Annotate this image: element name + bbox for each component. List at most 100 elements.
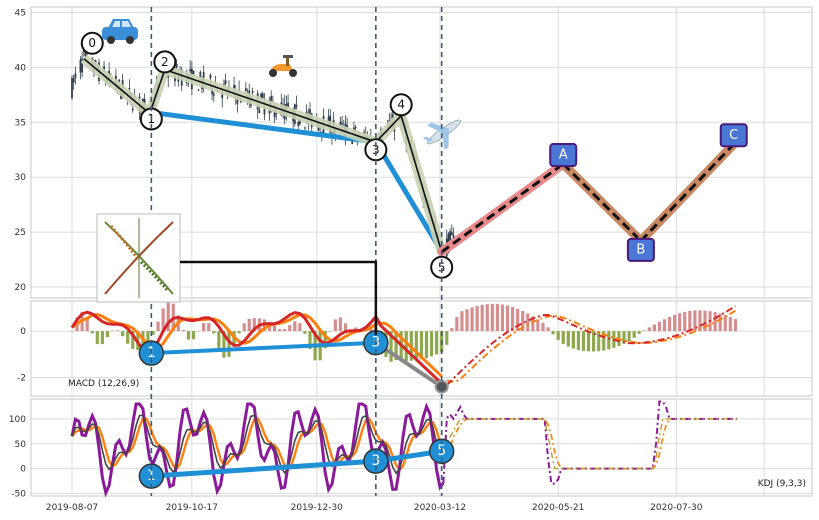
- macd-histogram-bar: [536, 319, 540, 332]
- candle-body: [236, 97, 239, 104]
- projection-dash: [562, 162, 642, 242]
- projection-box-A: [549, 143, 578, 168]
- macd-histogram-bar: [156, 321, 160, 332]
- candle-body: [298, 119, 301, 124]
- macd-histogram-bar: [475, 306, 479, 332]
- macd-histogram-bar: [652, 324, 656, 332]
- macd-histogram-bar: [521, 310, 525, 332]
- macd-histogram-bar: [131, 331, 135, 349]
- candle-body: [270, 96, 273, 106]
- macd-histogram-bar: [571, 331, 575, 349]
- macd-histogram-bar: [308, 331, 312, 350]
- wave-marker-2: [153, 50, 177, 74]
- projection-box-C: [719, 123, 748, 148]
- y-tick-label: 20: [15, 283, 27, 293]
- macd-histogram-bar: [328, 331, 332, 332]
- candle-body: [258, 110, 261, 114]
- candle-body: [72, 78, 75, 83]
- macd-histogram-bar: [480, 304, 484, 332]
- macd-histogram-bar: [637, 331, 641, 334]
- macd-histogram-bar: [161, 308, 165, 332]
- candle-body: [341, 123, 343, 125]
- y-tick-label: 50: [15, 440, 27, 450]
- macd-histogram-bar: [419, 331, 424, 360]
- macd-histogram-bar: [323, 331, 327, 349]
- macd-histogram-bar: [338, 317, 343, 332]
- macd-histogram-bar: [683, 311, 687, 332]
- macd-histogram-bar: [622, 331, 626, 344]
- macd-histogram-bar: [607, 331, 611, 350]
- macd-histogram-bar: [505, 305, 510, 332]
- macd-histogram-bar: [222, 331, 226, 358]
- panel-frame: [30, 398, 813, 497]
- wave-marker-4: [389, 93, 413, 117]
- kdj-j-projection: [442, 400, 738, 485]
- macd-histogram-bar: [242, 323, 246, 332]
- macd-histogram-bar: [237, 331, 241, 334]
- wave-label-3: 3: [372, 143, 380, 157]
- candle-body: [251, 90, 254, 93]
- airplane-icon: [422, 119, 461, 151]
- candle-body: [287, 102, 289, 107]
- candle-body: [304, 127, 306, 129]
- macd-histogram-bar: [561, 331, 565, 344]
- projection-box-B: [626, 237, 655, 262]
- macd-histogram-bar: [581, 331, 586, 351]
- macd-histogram-bar: [597, 331, 601, 352]
- candle-body: [74, 73, 77, 79]
- macd-histogram-bar: [531, 316, 535, 332]
- macd-histogram-bar: [262, 319, 267, 332]
- x-tick-label: 2019-08-07: [46, 503, 98, 513]
- candle-body: [175, 63, 178, 68]
- trend-line: [151, 109, 444, 254]
- x-tick-label: 2019-12-30: [291, 503, 344, 513]
- candle-body: [223, 83, 225, 85]
- macd-histogram-bar: [460, 311, 464, 332]
- macd-histogram-bar: [556, 331, 560, 340]
- panel-frame: [30, 300, 813, 397]
- macd-line: [70, 310, 443, 385]
- candle-body: [233, 84, 235, 89]
- macd-histogram-bar: [303, 331, 307, 334]
- dna-thumbnail: [96, 213, 181, 303]
- macd-histogram-bar: [723, 315, 727, 332]
- macd-histogram-bar: [298, 323, 302, 332]
- candle-body: [199, 71, 202, 80]
- macd-histogram-bar: [181, 330, 186, 332]
- macd-histogram-bar: [227, 331, 231, 357]
- macd-histogram-bar: [647, 327, 651, 332]
- kdj-j-line: [70, 402, 445, 498]
- kdj-label: KDJ (9,3,3): [758, 479, 806, 489]
- macd-histogram-bar: [404, 331, 408, 361]
- macd-histogram-bar: [435, 331, 439, 355]
- macd-histogram-bar: [667, 316, 672, 332]
- macd-histogram-bar: [389, 331, 393, 362]
- macd-histogram-bar: [576, 331, 581, 350]
- y-tick-label: 45: [15, 8, 26, 18]
- candle-body: [354, 127, 357, 129]
- x-tick-label: 2020-03-12: [414, 503, 466, 513]
- candle-body: [260, 93, 262, 99]
- connector-line: [180, 260, 378, 335]
- macd-histogram-bar: [90, 331, 94, 334]
- macd-histogram-bar: [186, 331, 191, 340]
- candle-body: [244, 88, 247, 91]
- y-tick-label: -50: [11, 490, 26, 500]
- wave-marker-0: [80, 31, 104, 55]
- x-tick-label: 2019-10-17: [166, 503, 218, 513]
- macd-histogram-bar: [566, 331, 570, 347]
- macd-histogram-bar: [105, 331, 110, 338]
- candle-body: [71, 77, 73, 99]
- candle-body: [167, 74, 170, 78]
- candle-body: [295, 105, 298, 107]
- y-tick-label: 40: [15, 63, 27, 73]
- macd-histogram-bar: [551, 331, 555, 335]
- macd-histogram-bar: [495, 303, 499, 332]
- projection-label-C: C: [729, 128, 738, 143]
- macd-histogram-bar: [627, 331, 631, 342]
- candle-body: [128, 88, 131, 90]
- macd-histogram-bar: [429, 331, 434, 357]
- macd-histogram-bar: [450, 328, 454, 332]
- y-tick-label: 0: [20, 465, 26, 475]
